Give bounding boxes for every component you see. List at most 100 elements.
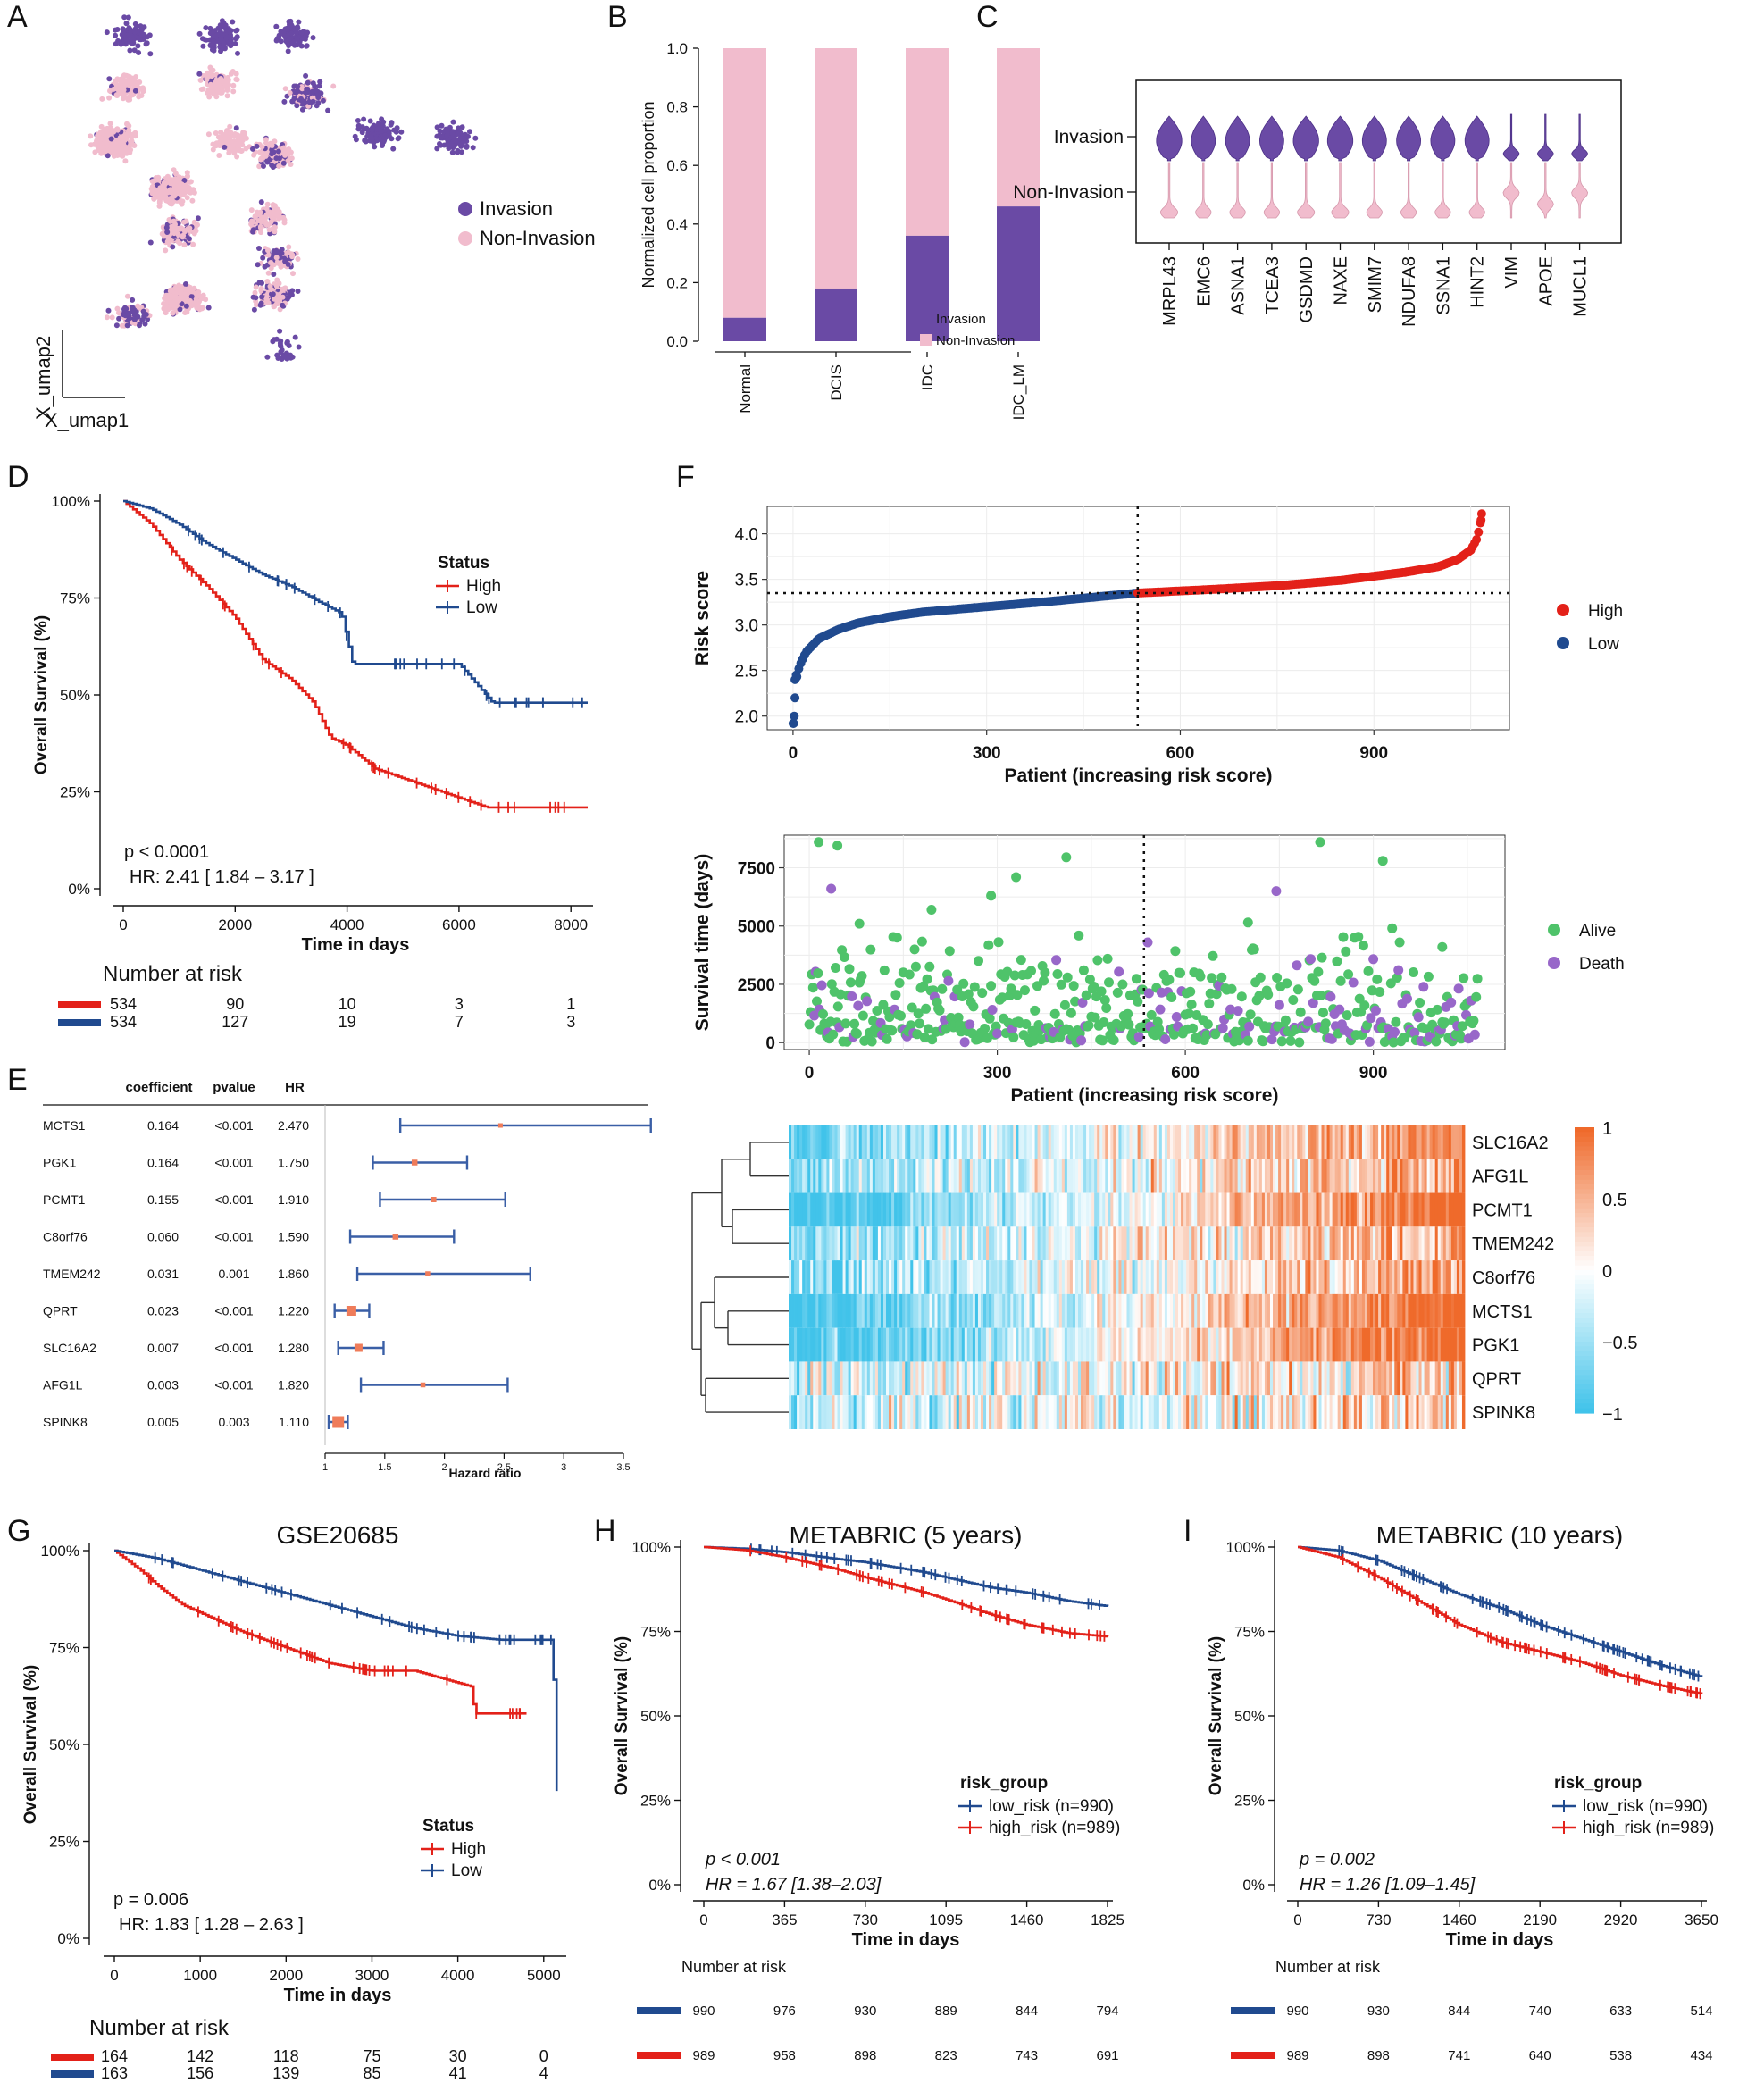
survival-point-death	[1133, 1032, 1144, 1042]
heatmap-cell	[1308, 1192, 1311, 1227]
umap-point-invasion	[196, 30, 203, 37]
umap-point-non-invasion	[183, 297, 189, 304]
umap-point-non-invasion	[175, 238, 181, 245]
umap-point-invasion	[232, 41, 238, 46]
umap-cluster	[99, 72, 146, 103]
y-tick-label: 0.0	[666, 333, 688, 350]
umap-point-invasion	[389, 121, 395, 126]
heatmap-cell	[966, 1226, 971, 1261]
survival-point-alive	[1049, 1008, 1060, 1019]
heatmap-cell	[1364, 1125, 1368, 1159]
heatmap-cell	[1418, 1125, 1422, 1159]
umap-point-non-invasion	[233, 76, 239, 82]
heatmap-cell	[1256, 1159, 1260, 1193]
heatmap-cell	[974, 1159, 979, 1193]
heatmap-cell	[856, 1125, 860, 1159]
umap-point-non-invasion	[174, 286, 180, 292]
heatmap-cell	[1440, 1192, 1444, 1227]
forest-pvalue: <0.001	[214, 1230, 253, 1244]
heatmap-cell	[1089, 1192, 1092, 1227]
heatmap-cell	[840, 1159, 843, 1193]
heatmap-cell	[810, 1192, 814, 1227]
heatmap-cell	[934, 1226, 938, 1261]
heatmap-cell	[823, 1192, 827, 1227]
heatmap-cell	[1202, 1159, 1206, 1193]
heatmap-cell	[1189, 1125, 1192, 1159]
risk-table-value: 127	[222, 1013, 248, 1031]
heatmap-cell	[1392, 1125, 1395, 1159]
legend-label: Non-Invasion	[480, 227, 596, 249]
umap-point-invasion	[105, 307, 112, 314]
heatmap-cell	[989, 1226, 992, 1261]
gene-label: MUCL1	[1571, 256, 1591, 317]
umap-point-invasion	[447, 124, 453, 130]
survival-point-alive	[1059, 1000, 1070, 1010]
heatmap-cell	[1281, 1159, 1284, 1193]
heatmap-cell	[1437, 1125, 1442, 1159]
bar-non-invasion	[815, 48, 857, 289]
heatmap-cell	[950, 1125, 955, 1159]
heatmap-cell	[1278, 1159, 1282, 1193]
umap-point-non-invasion	[188, 189, 194, 196]
heatmap-cell	[969, 1125, 974, 1159]
umap-point-invasion	[271, 272, 277, 277]
survival-point-alive	[865, 944, 876, 955]
survival-point-alive	[1255, 972, 1266, 983]
heatmap-cell	[910, 1192, 914, 1227]
umap-point-invasion	[275, 148, 281, 155]
heatmap-cell	[1105, 1226, 1108, 1261]
umap-point-invasion	[444, 132, 450, 138]
panel-letter-e: E	[7, 1063, 28, 1097]
heatmap-cell	[861, 1125, 865, 1159]
heatmap-cell	[886, 1226, 890, 1261]
heatmap-cell	[1313, 1159, 1317, 1193]
heatmap-cell	[1437, 1159, 1442, 1193]
heatmap-cell	[953, 1226, 957, 1261]
umap-point-invasion	[250, 294, 256, 300]
umap-point-non-invasion	[125, 96, 131, 103]
heatmap-cell	[829, 1226, 832, 1261]
heatmap-cell	[1042, 1226, 1047, 1261]
y-tick-label: 2.5	[735, 663, 758, 682]
violin-invasion	[1225, 115, 1250, 162]
heatmap-cell	[1172, 1192, 1176, 1227]
forest-coef: 0.164	[147, 1118, 179, 1133]
heatmap-cell	[945, 1125, 949, 1159]
heatmap-cell	[834, 1226, 838, 1261]
heatmap-cell	[1124, 1226, 1127, 1261]
heatmap-cell	[1210, 1192, 1214, 1227]
umap-point-invasion	[170, 244, 176, 250]
heatmap-cell	[1229, 1192, 1233, 1227]
heatmap-cell	[1421, 1159, 1425, 1193]
heatmap-cell	[1056, 1192, 1060, 1227]
heatmap-cell	[1178, 1226, 1182, 1261]
x-tick-label: 3	[561, 1462, 566, 1473]
survival-point-alive	[1226, 983, 1237, 994]
heatmap-cell	[1453, 1192, 1458, 1227]
umap-point-non-invasion	[172, 222, 178, 228]
heatmap-cell	[1137, 1192, 1141, 1227]
umap-point-invasion	[278, 38, 284, 45]
umap-point-non-invasion	[179, 201, 185, 207]
forest-hr: 1.910	[278, 1192, 309, 1207]
x-tick-label: 8000	[554, 916, 588, 933]
forest-gene-label: TMEM242	[43, 1267, 101, 1281]
umap-point-non-invasion	[236, 138, 242, 145]
heatmap: SLC16A2AFG1LPCMT1TMEM242C8orf76MCTS1PGK1…	[691, 1119, 1637, 1429]
legend-swatch-non-invasion	[920, 334, 932, 346]
umap-point-non-invasion	[225, 78, 231, 84]
heatmap-cell	[977, 1192, 982, 1227]
heatmap-cell	[840, 1125, 843, 1159]
y-tick-label: 0.6	[666, 157, 688, 174]
survival-point-death	[1348, 977, 1359, 988]
umap-point-invasion	[459, 136, 465, 141]
survival-point-alive	[1092, 955, 1103, 966]
umap-point-invasion	[132, 29, 138, 35]
heatmap-cell	[1142, 1192, 1147, 1227]
heatmap-cell	[1302, 1125, 1306, 1159]
forest-point	[346, 1306, 356, 1316]
heatmap-cell	[1045, 1159, 1049, 1193]
heatmap-cell	[1318, 1192, 1322, 1227]
heatmap-cell	[1361, 1125, 1366, 1159]
